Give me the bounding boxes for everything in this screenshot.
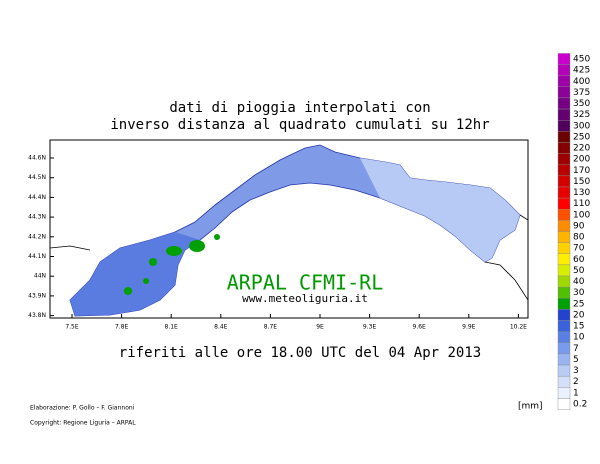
legend-swatch bbox=[557, 142, 571, 154]
legend-swatch bbox=[557, 64, 571, 76]
lat-label: 44.5N bbox=[28, 174, 46, 181]
legend-label: 30 bbox=[573, 288, 585, 298]
legend-swatch bbox=[557, 153, 571, 165]
legend-swatch bbox=[557, 320, 571, 332]
legend-swatch bbox=[557, 53, 571, 65]
legend-swatch bbox=[557, 353, 571, 366]
lon-label: 8.4E bbox=[214, 324, 228, 331]
lon-label: 8.7E bbox=[264, 324, 278, 331]
legend-label: 70 bbox=[573, 244, 585, 254]
legend-swatch bbox=[557, 175, 571, 188]
legend-swatch bbox=[557, 375, 571, 388]
legend-label: 300 bbox=[573, 121, 590, 131]
legend-label: 425 bbox=[573, 66, 590, 76]
legend-label: 2 bbox=[573, 377, 579, 387]
lon-label: 9.3E bbox=[363, 324, 377, 331]
lon-label: 8.1E bbox=[165, 324, 179, 331]
legend-label: 200 bbox=[573, 155, 590, 165]
title-line: inverso distanza al quadrato cumulati su… bbox=[110, 117, 489, 133]
legend-swatch bbox=[557, 108, 571, 121]
legend-swatch bbox=[557, 331, 571, 343]
watermark: ARPAL CFMI-RL bbox=[227, 271, 384, 295]
legend-label: 25 bbox=[573, 299, 584, 309]
region-shape bbox=[49, 144, 529, 317]
legend-label: 15 bbox=[573, 322, 584, 332]
legend-swatch bbox=[557, 387, 571, 399]
lat-label: 44.1N bbox=[28, 253, 46, 260]
legend-label: 7 bbox=[573, 344, 579, 354]
lon-label: 9E bbox=[316, 324, 324, 331]
legend-swatch bbox=[557, 164, 571, 177]
legend-swatch bbox=[557, 97, 571, 110]
legend-label: 110 bbox=[573, 199, 590, 209]
lon-label: 7.8E bbox=[115, 324, 129, 331]
legend-label: 50 bbox=[573, 266, 585, 276]
legend-label: 0.2 bbox=[573, 400, 587, 410]
title-line: dati di pioggia interpolati con bbox=[169, 100, 430, 116]
lon-label: 9.6E bbox=[413, 324, 427, 331]
legend-swatch bbox=[557, 86, 571, 99]
legend-label: 60 bbox=[573, 255, 585, 265]
legend-label: 170 bbox=[573, 166, 590, 176]
legend-label: 40 bbox=[573, 277, 585, 287]
legend-swatch bbox=[557, 242, 571, 254]
credits: Elaborazione: P. Gollo – F. Giannoni bbox=[30, 405, 135, 412]
legend-label: 3 bbox=[573, 366, 579, 376]
lon-label: 9.9E bbox=[462, 324, 476, 331]
legend-swatch bbox=[557, 220, 571, 232]
legend-label: 130 bbox=[573, 188, 590, 198]
legend-swatch bbox=[557, 209, 571, 221]
lat-label: 43.8N bbox=[28, 312, 46, 319]
legend-label: 20 bbox=[573, 310, 585, 320]
legend-swatch bbox=[557, 75, 571, 88]
legend-swatch bbox=[557, 286, 571, 299]
legend-swatch bbox=[557, 131, 571, 143]
legend-label: 150 bbox=[573, 177, 590, 187]
legend-swatch bbox=[557, 342, 571, 355]
legend-swatch bbox=[557, 275, 571, 288]
legend-swatch bbox=[557, 398, 571, 410]
legend-label: 350 bbox=[573, 99, 590, 109]
legend-swatch bbox=[557, 364, 571, 377]
legend-label: 100 bbox=[573, 210, 590, 220]
legend-label: 80 bbox=[573, 233, 585, 243]
legend-unit: [mm] bbox=[518, 402, 543, 412]
legend-swatch bbox=[557, 197, 571, 210]
legend-swatch bbox=[557, 186, 571, 199]
legend-label: 325 bbox=[573, 110, 590, 120]
subtitle: riferiti alle ore 18.00 UTC del 04 Apr 2… bbox=[119, 345, 481, 361]
legend-label: 10 bbox=[573, 333, 585, 343]
legend-label: 450 bbox=[573, 55, 590, 65]
lon-label: 10.2E bbox=[510, 324, 527, 331]
legend-swatch bbox=[557, 298, 571, 310]
lat-label: 44.6N bbox=[28, 155, 46, 162]
lat-label: 44.2N bbox=[28, 233, 46, 240]
legend-swatch bbox=[557, 120, 571, 132]
legend-label: 400 bbox=[573, 77, 590, 87]
lat-label: 44.3N bbox=[28, 214, 46, 221]
legend-label: 90 bbox=[573, 221, 585, 231]
copyright: Copyright: Regione Liguria – ARPAL bbox=[30, 420, 136, 427]
legend-swatch bbox=[557, 309, 571, 321]
legend-label: 1 bbox=[573, 388, 579, 398]
lat-label: 43.9N bbox=[28, 292, 46, 299]
legend-label: 5 bbox=[573, 355, 579, 365]
legend-label: 220 bbox=[573, 144, 590, 154]
lat-label: 44N bbox=[34, 273, 46, 280]
website: www.meteoliguria.it bbox=[242, 292, 368, 305]
lon-label: 7.5E bbox=[65, 324, 79, 331]
legend-swatch bbox=[557, 253, 571, 266]
legend-swatch bbox=[557, 264, 571, 277]
legend-label: 375 bbox=[573, 88, 590, 98]
lat-label: 44.4N bbox=[28, 194, 46, 201]
legend-swatch bbox=[557, 231, 571, 243]
legend-label: 250 bbox=[573, 132, 590, 142]
